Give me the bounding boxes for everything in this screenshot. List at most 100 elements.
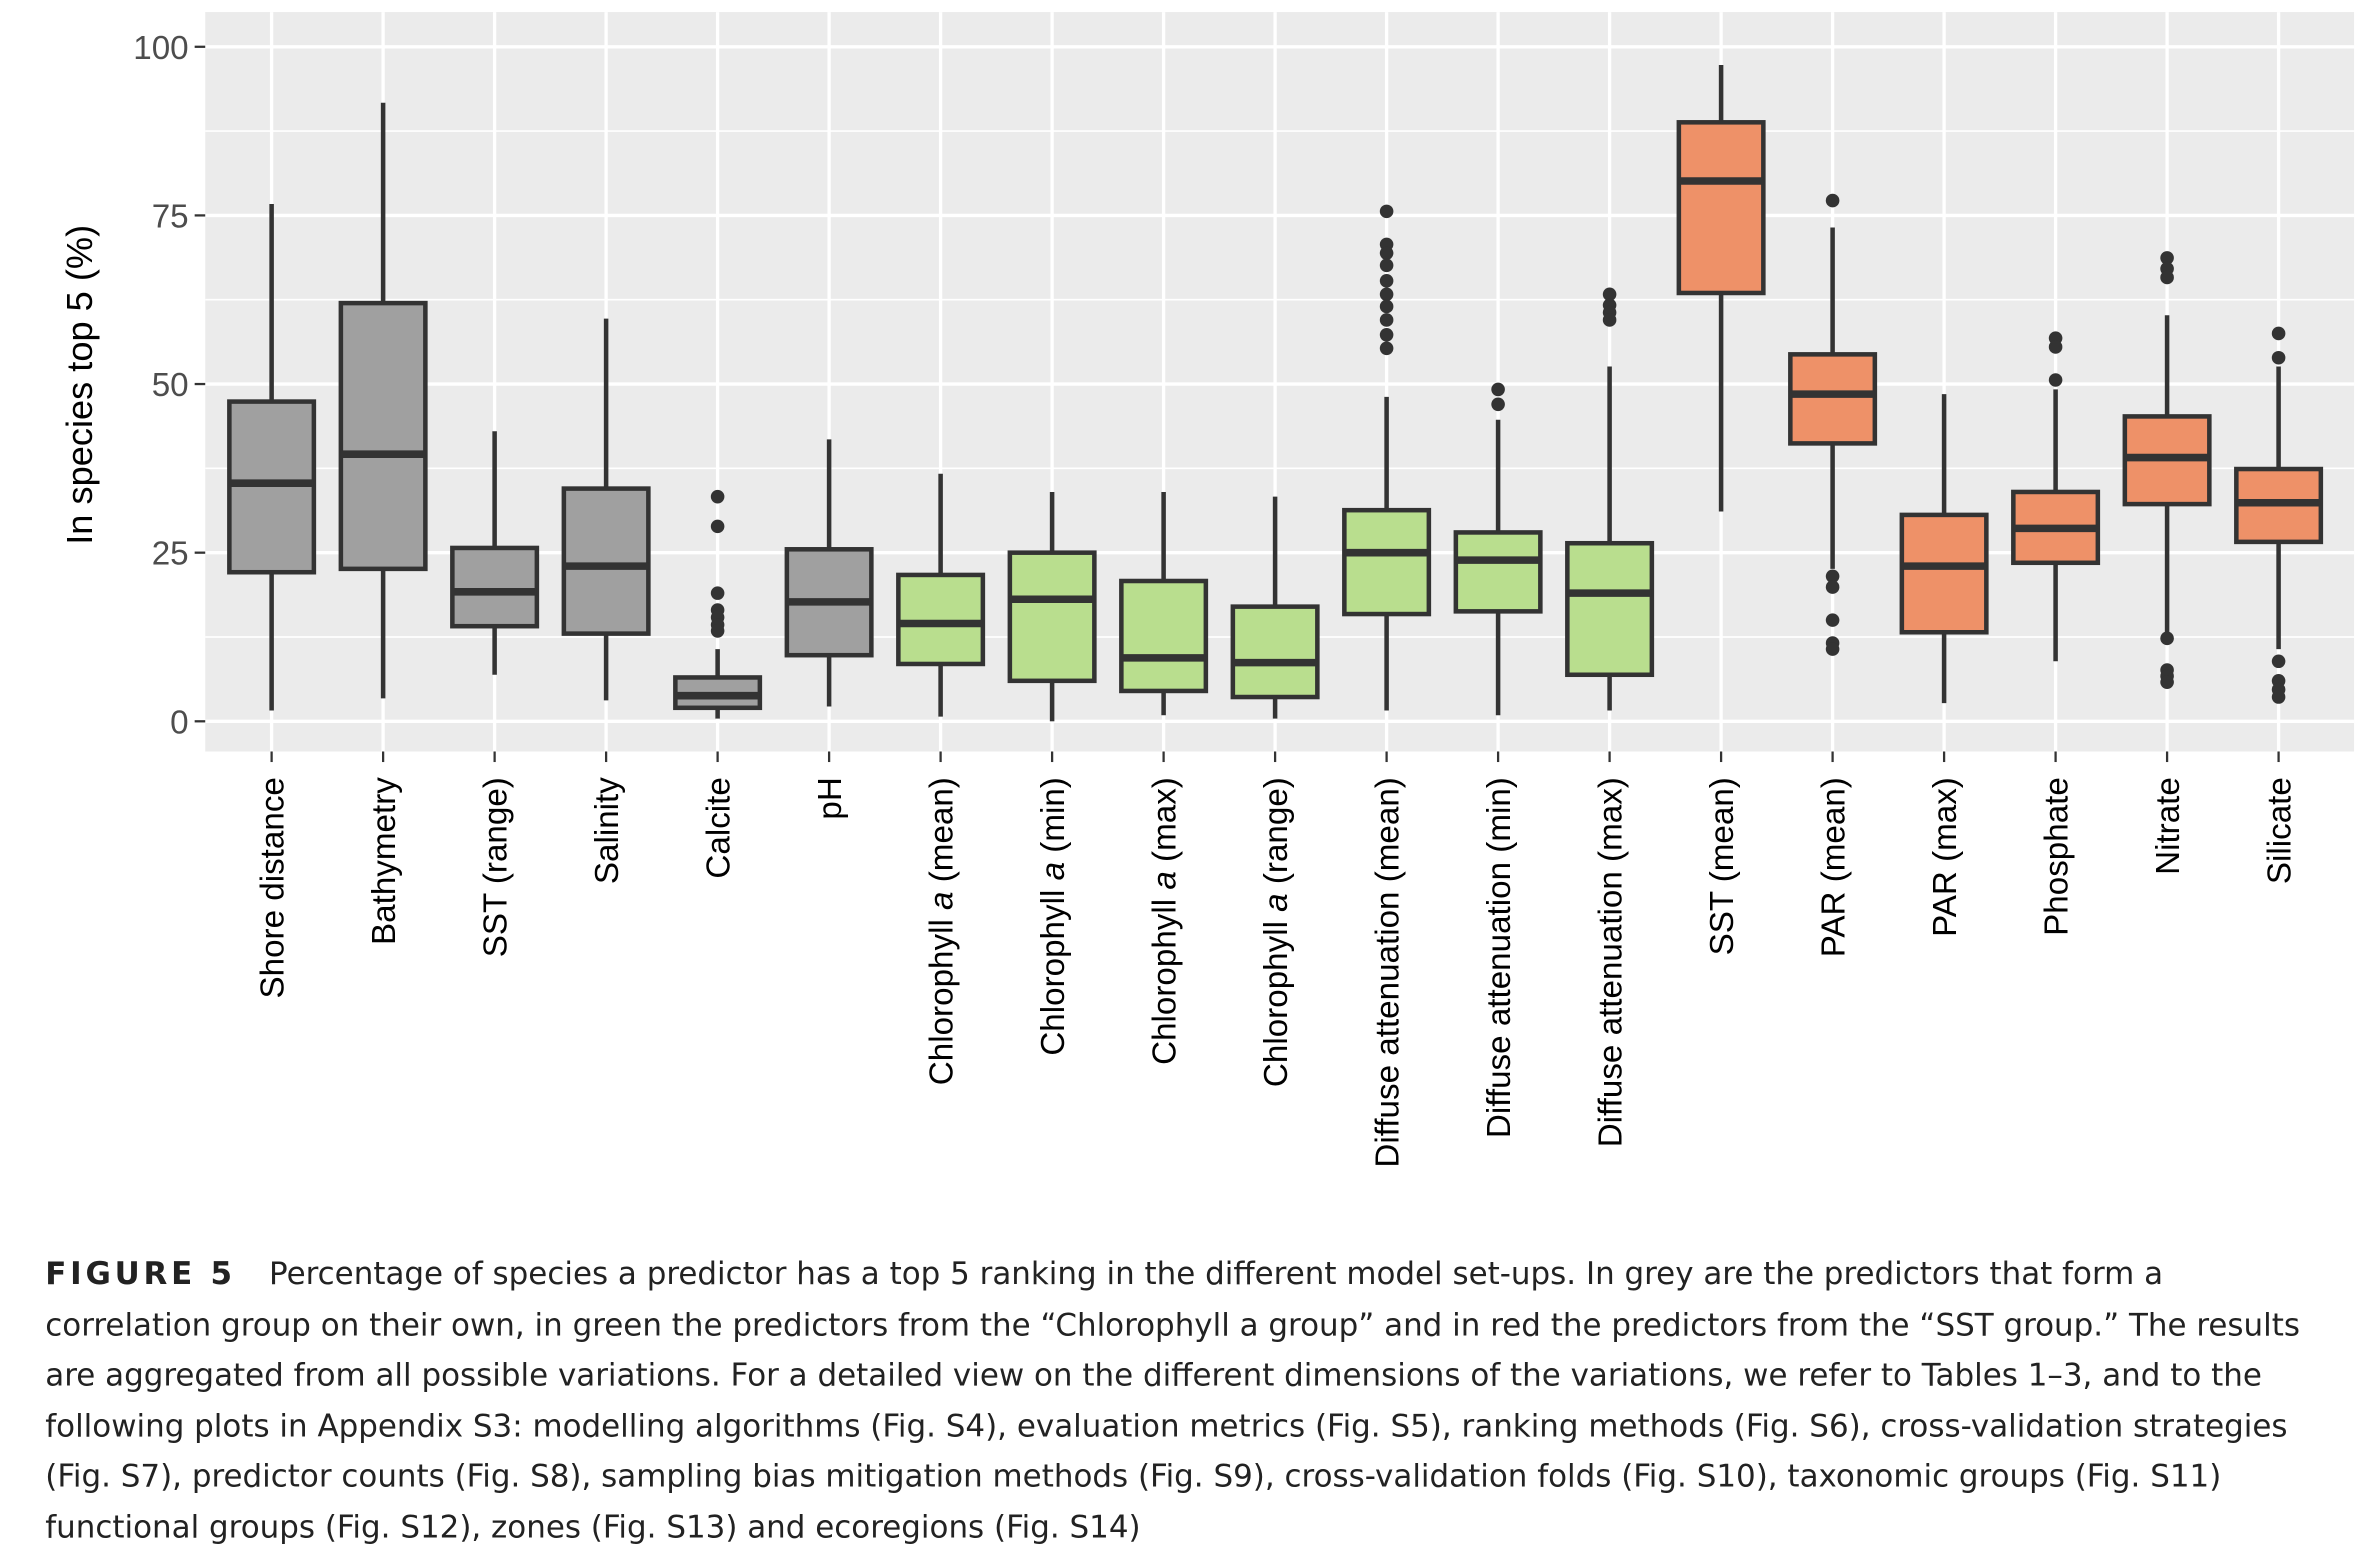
x-tick-label: Nitrate [2150,777,2187,875]
outlier-point [1491,382,1505,397]
outlier-point [1379,204,1394,219]
iqr-box [1453,530,1543,614]
x-tick-label: PAR (max) [1927,777,1964,937]
outlier-point [1379,299,1394,314]
iqr-box [1899,512,1989,635]
box-phosphate [2011,331,2101,662]
x-tick-label-part: pH [812,777,849,819]
box-plot: 0 25 50 75 100 In species top 5 (%) Shore dist… [59,12,2355,1168]
x-tick-label: Phosphate [2039,777,2076,936]
caption-line: correlation group on their own, in green… [45,1306,2300,1343]
x-tick-label-part: Chlorophyll [1258,912,1295,1087]
y-tick-label: 25 [152,536,189,573]
iqr-box [1788,352,1878,446]
box-silicate [2234,326,2324,704]
x-tick-label-part: Diffuse attenuation (max) [1593,777,1630,1147]
outlier-point [2271,690,2286,704]
x-tick-label-part: Chlorophyll [1035,880,1072,1055]
x-tick-label-part: Diffuse attenuation (mean) [1370,777,1407,1167]
outlier-point [2271,326,2286,341]
x-tick-label-part: PAR (mean) [1816,777,1853,957]
x-tick-label: Chlorophyll a (range) [1258,777,1295,1087]
x-tick-label: SST (range) [478,777,515,957]
x-tick-label-part: a [1147,871,1184,889]
outlier-point [1379,274,1394,288]
caption-line: are aggregated from all possible variati… [45,1356,2262,1393]
outlier-point [1379,341,1394,356]
x-tick-label-part: a [1258,893,1295,911]
outlier-point [2271,350,2286,365]
y-axis-label: In species top 5 (%) [59,225,100,545]
outlier-point [1379,258,1394,273]
iqr-box [561,486,651,636]
box-nitrate [2122,251,2212,689]
outlier-point [710,519,725,534]
outlier-point [1825,193,1840,208]
x-tick-label-part: (range) [1258,777,1295,893]
outlier-point [1825,569,1840,584]
y-tick-label: 0 [170,704,188,741]
x-tick-label: Shore distance [255,777,292,998]
x-tick-label-part: SST (range) [478,777,515,957]
x-tick-label: pH [812,777,849,819]
outlier-point [1379,313,1394,327]
box-ph [784,439,874,707]
x-tick-label-part: Silicate [2262,777,2299,884]
y-tick-label: 75 [152,198,189,235]
y-tick-label: 50 [152,367,189,404]
outlier-point [2160,631,2174,646]
iqr-box [896,572,986,667]
x-tick-label-part: Diffuse attenuation (min) [1481,777,1518,1138]
x-tick-label: Diffuse attenuation (max) [1593,777,1630,1147]
box-bathymetry [338,102,428,699]
iqr-box [1342,507,1432,617]
x-tick-label-part: Shore distance [255,777,292,998]
outlier-point [2160,270,2174,285]
x-tick-label-part: Salinity [589,777,626,884]
outlier-point [1602,313,1617,327]
box-calcite [673,489,763,719]
caption-line: functional groups (Fig. S12), zones (Fig… [45,1508,1141,1545]
x-tick-label: Chlorophyll a (mean) [924,777,961,1085]
iqr-box [1119,578,1209,694]
box-diffuse-attenuation-mean [1342,204,1432,711]
outlier-point [2048,340,2063,354]
y-tick-label: 100 [133,30,188,67]
box-diffuse-attenuation-max [1565,287,1655,711]
x-tick-label-part: Chlorophyll [1147,890,1184,1065]
box-par-max [1899,394,1989,704]
figure-caption: FIGURE 5 Percentage of species a predicto… [45,1249,2361,1552]
iqr-box [1230,604,1320,700]
x-tick-label: Salinity [589,777,626,884]
x-tick-label: Calcite [701,777,738,878]
outlier-point [2271,654,2286,669]
box-par-mean [1788,193,1878,656]
x-tick-label: Diffuse attenuation (min) [1481,777,1518,1138]
outlier-point [1825,642,1840,656]
box-chlorophyll-a-max [1119,491,1209,716]
caption-line: FIGURE 5 Percentage of species a predicto… [45,1249,2361,1300]
box-sst-mean [1676,64,1766,512]
x-tick-label-part: Calcite [701,777,738,878]
x-tick-label: Chlorophyll a (min) [1035,777,1072,1056]
iqr-box [1565,540,1655,678]
box-diffuse-attenuation-min [1453,382,1543,716]
iqr-box [338,300,428,572]
x-tick-label: Bathymetry [366,777,403,945]
box-sst-range [450,431,540,675]
outlier-point [2160,251,2174,265]
outlier-point [1825,613,1840,627]
x-tick-label: PAR (mean) [1816,777,1853,957]
outlier-point [710,624,725,638]
outlier-point [1491,397,1505,412]
x-tick-label-part: (min) [1035,777,1072,862]
x-tick-label-part: Bathymetry [366,777,403,945]
x-tick-label: Diffuse attenuation (mean) [1370,777,1407,1167]
iqr-box [1007,550,1097,684]
outlier-point [1825,580,1840,594]
x-tick-label-part: a [924,891,961,909]
figure-label: FIGURE 5 [45,1255,236,1292]
box-chlorophyll-a-mean [896,473,986,717]
caption-line: (Fig. S7), predictor counts (Fig. S8), s… [45,1457,2222,1494]
